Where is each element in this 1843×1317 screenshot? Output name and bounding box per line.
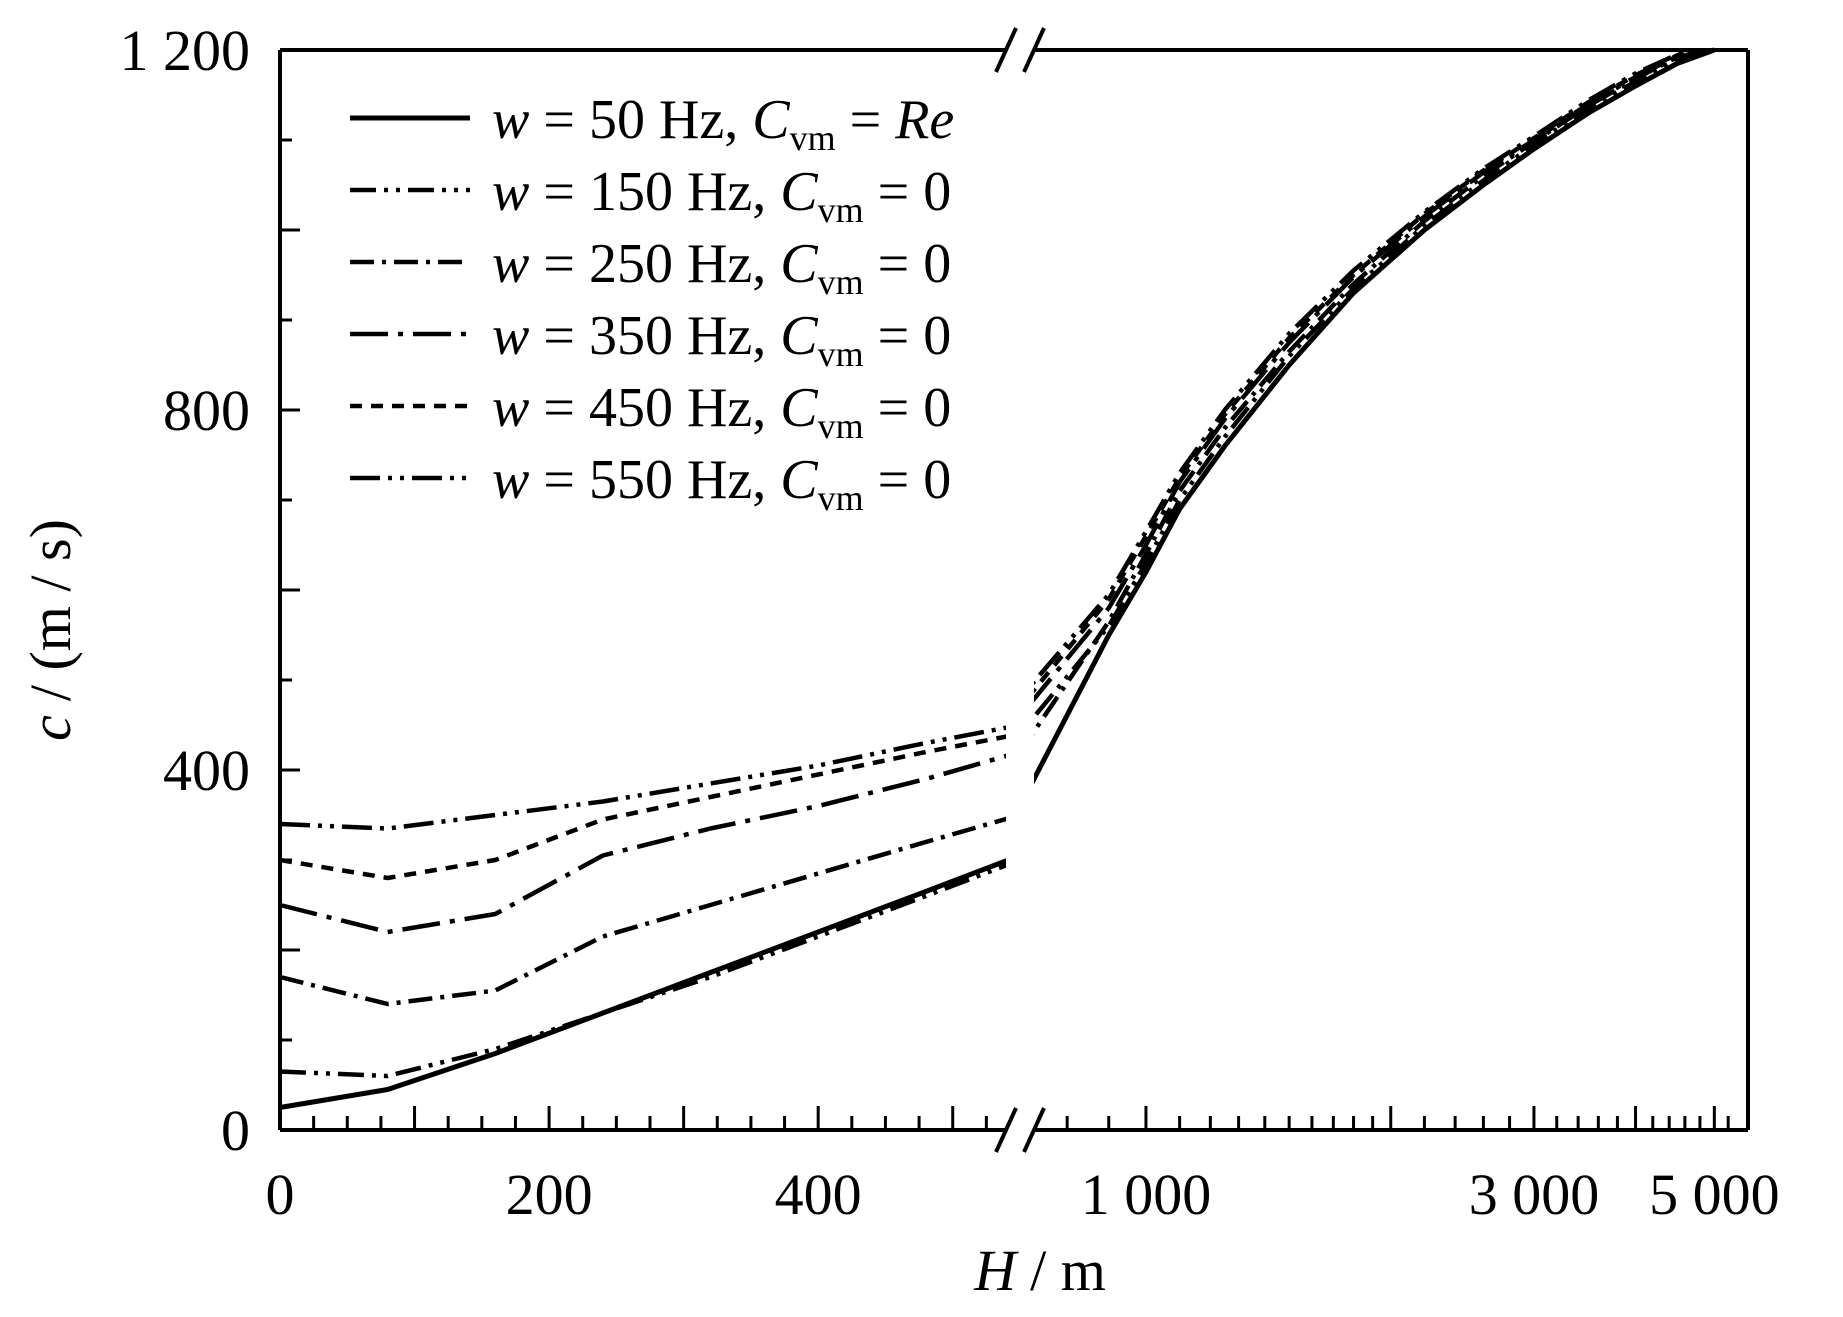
axis-break-gap (1006, 40, 1034, 1140)
y-tick-label: 0 (221, 1098, 250, 1163)
series-line-250hz (279, 47, 1715, 1007)
x-tick-label: 400 (775, 1162, 862, 1227)
legend-label-450hz: w = 450 Hz, Cvm = 0 (492, 377, 951, 446)
legend-label-550hz: w = 550 Hz, Cvm = 0 (492, 449, 951, 518)
legend: w = 50 Hz, Cvm = Rew = 150 Hz, Cvm = 0w … (350, 89, 954, 518)
legend-label-350hz: w = 350 Hz, Cvm = 0 (492, 305, 951, 374)
series-line-150hz (279, 47, 1715, 1079)
break-mark-top-2 (1022, 27, 1046, 73)
break-mark-top-1 (994, 27, 1018, 73)
y-axis-title: c/ (m / s) (18, 519, 83, 741)
x-axis-title: H / m (973, 1238, 1106, 1303)
series-line-50hz (279, 47, 1716, 1110)
x-tick-label: 5 000 (1649, 1162, 1780, 1227)
chart-marks: 0 400 800 1 200 0 200 400 1 000 3 000 5 000 (120, 18, 1780, 1227)
break-mark-bottom-1 (994, 1107, 1018, 1153)
x-tick-label: 200 (506, 1162, 593, 1227)
y-tick-label: 400 (163, 738, 250, 803)
series-line-350hz (279, 47, 1715, 935)
x-tick-label: 1 000 (1081, 1162, 1212, 1227)
series-line-550hz (279, 47, 1715, 831)
legend-label-250hz: w = 250 Hz, Cvm = 0 (492, 233, 951, 302)
y-tick-label: 1 200 (120, 18, 251, 83)
legend-label-150hz: w = 150 Hz, Cvm = 0 (492, 161, 951, 230)
break-mark-bottom-2 (1022, 1107, 1046, 1153)
y-tick-label: 800 (163, 378, 250, 443)
legend-label-50hz: w = 50 Hz, Cvm = Re (492, 89, 954, 158)
x-tick-label: 0 (266, 1162, 295, 1227)
x-tick-label: 3 000 (1469, 1162, 1600, 1227)
